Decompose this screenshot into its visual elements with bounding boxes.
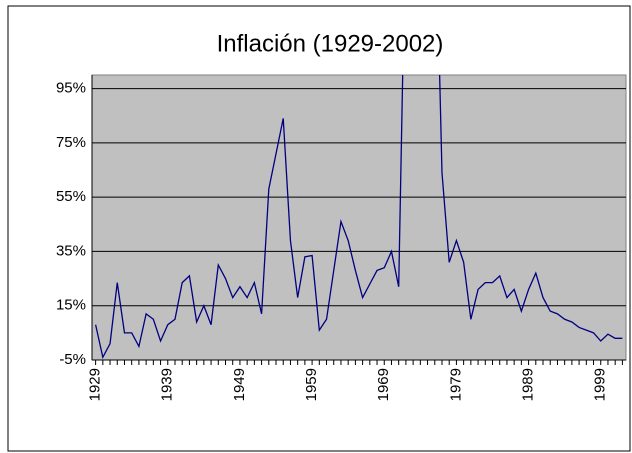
y-tick-label: -5%	[59, 351, 86, 368]
line-series	[94, 75, 623, 360]
y-tick-label: 35%	[56, 242, 86, 259]
x-tick-label: 1939	[159, 368, 176, 401]
plot-clip	[94, 75, 623, 360]
y-tick-label: 15%	[56, 297, 86, 314]
y-tick-label: 95%	[56, 80, 86, 97]
y-tick-label: 75%	[56, 134, 86, 151]
x-tick-label: 1959	[303, 368, 320, 401]
x-tick-label: 1989	[520, 368, 537, 401]
chart-title: Inflación (1929-2002)	[217, 30, 444, 57]
plot-area	[91, 74, 627, 361]
x-tick-label: 1979	[447, 368, 464, 401]
x-tick-label: 1999	[592, 368, 609, 401]
x-tick-label: 1969	[375, 368, 392, 401]
y-tick-label: 55%	[56, 188, 86, 205]
x-tick-label: 1929	[87, 368, 104, 401]
x-tick-label: 1949	[231, 368, 248, 401]
